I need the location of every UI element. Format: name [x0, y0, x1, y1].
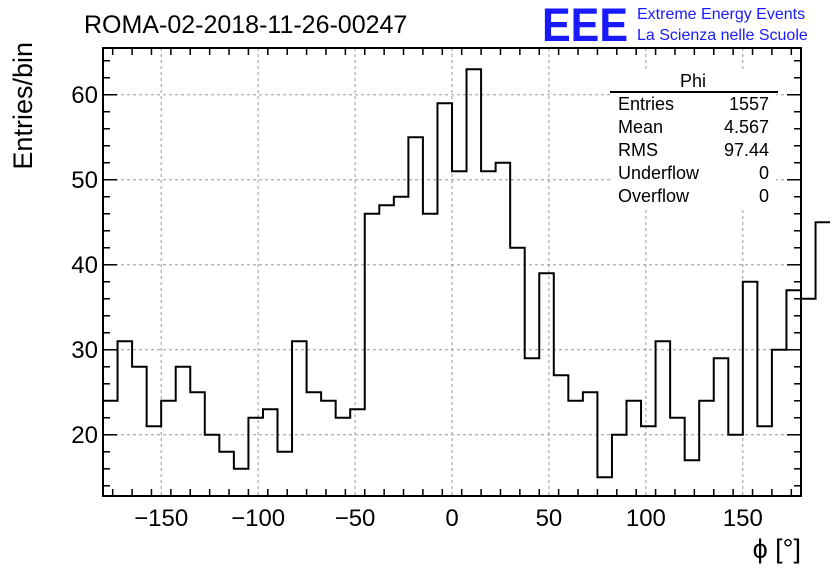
stats-box-background: [610, 70, 776, 210]
y-tick-label: 20: [71, 422, 98, 449]
plot-frame: [102, 47, 802, 497]
stats-row-label: Mean: [618, 117, 663, 137]
stats-row-value: 1557: [729, 94, 769, 114]
x-tick-label: −150: [134, 505, 188, 532]
eee-logo-line1: Extreme Energy Events: [637, 6, 805, 23]
stats-box-title: Phi: [680, 71, 706, 91]
stats-row-label: Entries: [618, 94, 674, 114]
stats-row-label: Underflow: [618, 163, 700, 183]
y-tick-label: 40: [71, 252, 98, 279]
y-tick-label: 60: [71, 82, 98, 109]
x-tick-labels: −150 −100 −50 0 50 100 150: [134, 505, 763, 532]
stats-row-label: RMS: [618, 140, 658, 160]
x-tick-label: 0: [445, 505, 458, 532]
x-tick-label: 50: [536, 505, 563, 532]
stats-rows: Entries 1557 Mean 4.567 RMS 97.44 Underflow 0 Ov…: [618, 94, 769, 206]
x-tick-label: −50: [335, 505, 376, 532]
eee-logo: EEE Extreme Energy Events La Scienza nel…: [542, 0, 808, 51]
stats-row-label: Overflow: [618, 186, 690, 206]
histogram-step-line: [103, 68, 831, 479]
y-tick-labels: 20 30 40 50 60: [71, 82, 98, 449]
axis-ticks: [103, 48, 801, 496]
y-tick-label: 50: [71, 167, 98, 194]
eee-logo-mark: EEE: [542, 0, 628, 51]
y-tick-label: 30: [71, 337, 98, 364]
y-axis-label: Entries/bin: [8, 42, 38, 170]
chart-title: ROMA-02-2018-11-26-00247: [84, 11, 407, 39]
stats-row-value: 4.567: [724, 117, 769, 137]
x-tick-label: 150: [723, 505, 763, 532]
x-tick-label: −100: [231, 505, 285, 532]
stats-box: Phi Entries 1557 Mean 4.567 RMS 97.44 Underflo…: [610, 70, 778, 210]
x-tick-label: 100: [626, 505, 666, 532]
x-axis-label: ϕ [°]: [753, 534, 801, 564]
stats-row-value: 0: [759, 186, 769, 206]
stats-row-value: 0: [759, 163, 769, 183]
eee-logo-line2: La Scienza nelle Scuole: [637, 27, 808, 44]
stats-row-value: 97.44: [724, 140, 769, 160]
